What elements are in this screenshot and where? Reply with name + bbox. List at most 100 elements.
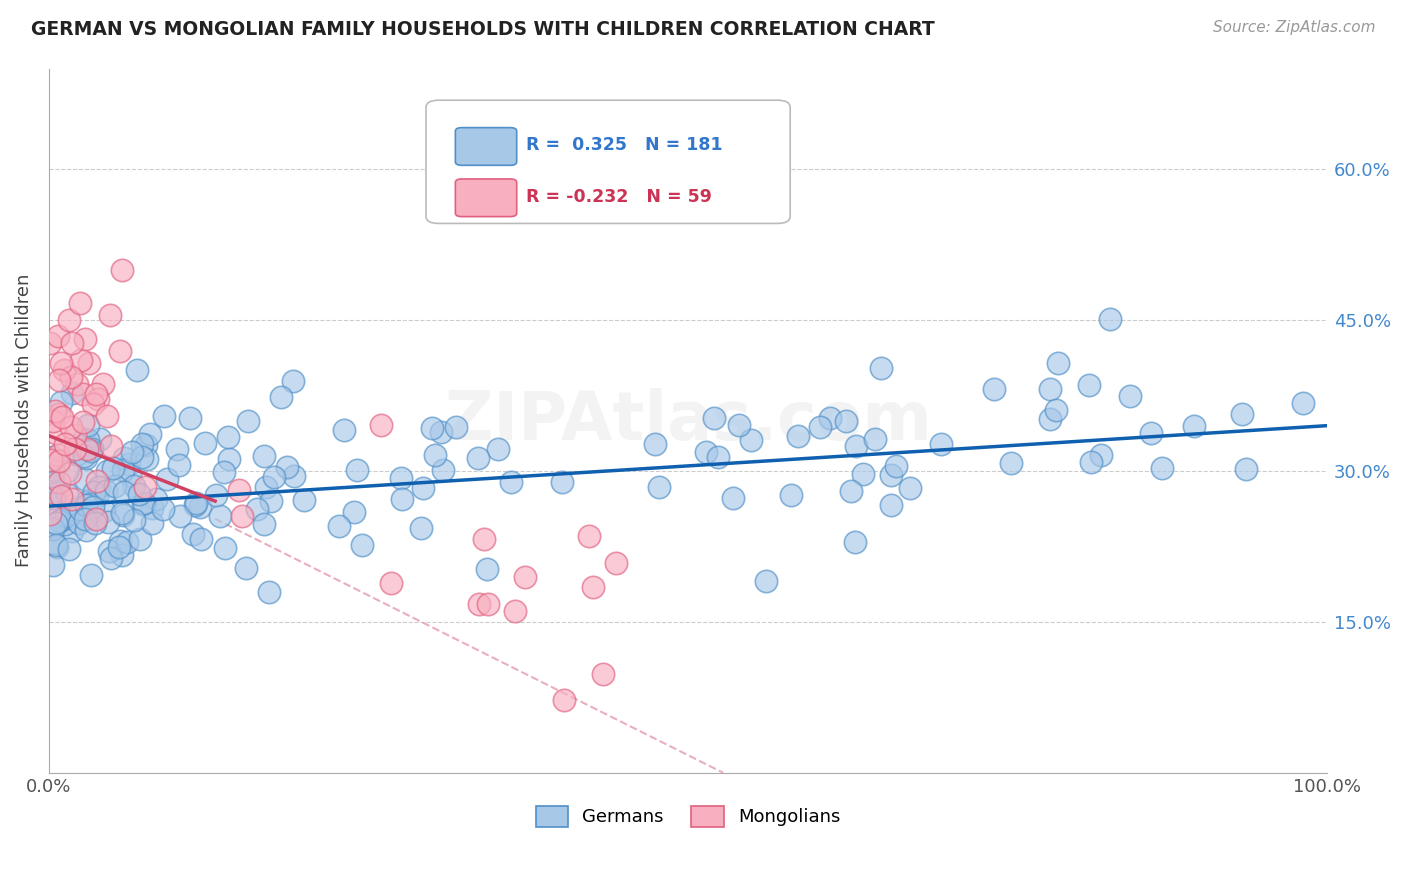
Point bbox=[1119, 388, 1142, 402]
Point bbox=[63, 502, 86, 516]
Point bbox=[253, 516, 276, 531]
Point bbox=[194, 436, 217, 450]
Point bbox=[420, 420, 443, 434]
Point bbox=[328, 519, 350, 533]
Point bbox=[780, 487, 803, 501]
Point bbox=[108, 540, 131, 554]
Point bbox=[129, 532, 152, 546]
Point bbox=[136, 452, 159, 467]
Point bbox=[235, 561, 257, 575]
Point bbox=[48, 484, 70, 499]
Point bbox=[721, 491, 744, 505]
Point bbox=[59, 369, 82, 384]
Text: GERMAN VS MONGOLIAN FAMILY HOUSEHOLDS WITH CHILDREN CORRELATION CHART: GERMAN VS MONGOLIAN FAMILY HOUSEHOLDS WI… bbox=[31, 20, 935, 38]
Point bbox=[49, 394, 72, 409]
Point bbox=[98, 308, 121, 322]
Point bbox=[808, 420, 831, 434]
Point bbox=[152, 501, 174, 516]
Point bbox=[370, 417, 392, 432]
Point bbox=[111, 508, 134, 522]
Point bbox=[145, 492, 167, 507]
Point bbox=[475, 562, 498, 576]
Point bbox=[48, 329, 70, 343]
Point bbox=[76, 442, 98, 456]
Point bbox=[503, 604, 526, 618]
Point bbox=[212, 466, 235, 480]
Point bbox=[108, 343, 131, 358]
Point bbox=[42, 475, 65, 489]
Point bbox=[42, 465, 65, 479]
Point bbox=[122, 479, 145, 493]
Point bbox=[884, 458, 907, 473]
Point bbox=[283, 468, 305, 483]
Point bbox=[283, 374, 305, 388]
Point bbox=[44, 404, 66, 418]
Point bbox=[209, 508, 232, 523]
Point bbox=[551, 475, 574, 490]
Point bbox=[69, 296, 91, 310]
Point bbox=[53, 517, 76, 532]
Point bbox=[45, 516, 67, 531]
Point bbox=[51, 355, 73, 369]
Point bbox=[486, 442, 509, 456]
Point bbox=[96, 464, 118, 478]
Point bbox=[67, 516, 90, 530]
Point bbox=[79, 356, 101, 370]
Point bbox=[839, 483, 862, 498]
Point bbox=[1047, 356, 1070, 370]
Point bbox=[46, 448, 69, 462]
Point bbox=[118, 457, 141, 471]
Point bbox=[703, 410, 725, 425]
Point bbox=[1039, 412, 1062, 426]
Point bbox=[429, 425, 451, 440]
Point bbox=[818, 410, 841, 425]
Point bbox=[59, 419, 82, 434]
Point bbox=[333, 423, 356, 437]
Point bbox=[389, 471, 412, 485]
Text: ZIPAtlas.com: ZIPAtlas.com bbox=[444, 388, 931, 454]
Point bbox=[48, 514, 70, 528]
Point bbox=[218, 452, 240, 467]
Point bbox=[55, 508, 77, 523]
Point bbox=[53, 437, 76, 451]
Point bbox=[844, 534, 866, 549]
Point bbox=[472, 532, 495, 546]
Point bbox=[86, 475, 108, 489]
Point bbox=[82, 500, 104, 514]
Point bbox=[55, 486, 77, 500]
Point bbox=[70, 353, 93, 368]
Point bbox=[80, 444, 103, 458]
Point bbox=[592, 667, 614, 681]
Point bbox=[869, 360, 891, 375]
Point bbox=[134, 480, 156, 494]
Point bbox=[77, 418, 100, 433]
Point bbox=[260, 494, 283, 508]
Point bbox=[343, 505, 366, 519]
Text: R = -0.232   N = 59: R = -0.232 N = 59 bbox=[526, 187, 711, 206]
Point bbox=[59, 467, 82, 481]
Point bbox=[181, 527, 204, 541]
Point bbox=[77, 507, 100, 521]
Point bbox=[104, 479, 127, 493]
Point bbox=[263, 470, 285, 484]
Point bbox=[214, 541, 236, 555]
Point bbox=[91, 376, 114, 391]
Point bbox=[100, 439, 122, 453]
Point bbox=[112, 485, 135, 500]
Point bbox=[65, 427, 87, 442]
Point bbox=[880, 468, 903, 483]
Point bbox=[58, 313, 80, 327]
Point bbox=[276, 459, 298, 474]
Point bbox=[644, 437, 666, 451]
Point bbox=[740, 433, 762, 447]
Point bbox=[898, 481, 921, 495]
Point bbox=[228, 483, 250, 497]
Point bbox=[1182, 419, 1205, 434]
Point bbox=[755, 574, 778, 589]
Point bbox=[51, 513, 73, 527]
Point bbox=[77, 505, 100, 519]
Point bbox=[96, 409, 118, 423]
Point bbox=[39, 507, 62, 521]
Point bbox=[167, 458, 190, 472]
Point bbox=[69, 502, 91, 516]
